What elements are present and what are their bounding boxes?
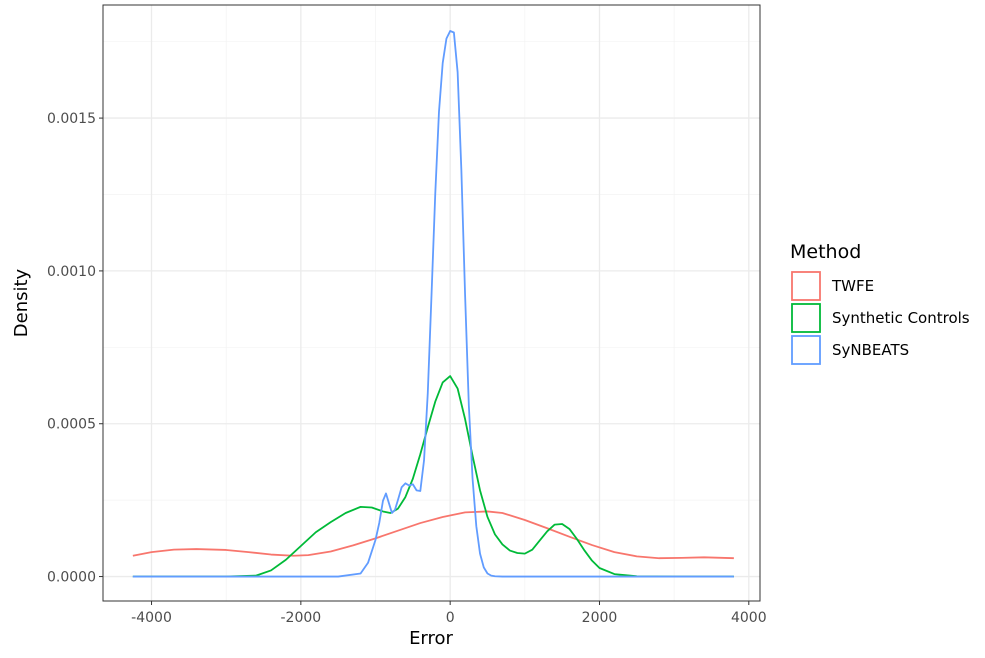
y-tick-label: 0.0010 bbox=[47, 264, 96, 280]
y-tick-label: 0.0015 bbox=[47, 111, 96, 127]
series-line-twfe bbox=[132, 510, 734, 560]
y-tick-label: 0.0005 bbox=[47, 417, 96, 433]
x-axis: -4000 -2000 0 2000 4000 bbox=[131, 601, 767, 626]
y-tick-label: 0.0000 bbox=[47, 570, 96, 586]
x-tick-label: 0 bbox=[446, 610, 455, 626]
legend-label-twfe: TWFE bbox=[831, 277, 874, 295]
minor-gridlines bbox=[103, 5, 760, 601]
y-axis-title: Density bbox=[11, 268, 32, 337]
legend-key-synthetic-controls bbox=[791, 303, 821, 333]
legend-label-synbeats: SyNBEATS bbox=[832, 341, 909, 359]
major-gridlines bbox=[103, 5, 760, 601]
legend-label-synthetic-controls: Synthetic Controls bbox=[832, 309, 970, 327]
series-layer bbox=[132, 30, 734, 578]
series-line-synthetic-controls bbox=[132, 375, 734, 578]
series-line-synbeats bbox=[132, 30, 734, 578]
x-axis-title: Error bbox=[409, 628, 453, 649]
legend: Method TWFE Synthetic Controls SyNBEATS bbox=[790, 241, 970, 365]
legend-title: Method bbox=[790, 241, 861, 263]
legend-key-twfe bbox=[791, 271, 821, 301]
x-tick-label: 4000 bbox=[731, 610, 767, 626]
x-tick-label: -2000 bbox=[281, 610, 322, 626]
legend-key-synbeats bbox=[791, 335, 821, 365]
y-axis: 0.0000 0.0005 0.0010 0.0015 bbox=[47, 111, 103, 586]
x-tick-label: -4000 bbox=[131, 610, 172, 626]
x-tick-label: 2000 bbox=[582, 610, 618, 626]
panel-border bbox=[102, 4, 761, 602]
